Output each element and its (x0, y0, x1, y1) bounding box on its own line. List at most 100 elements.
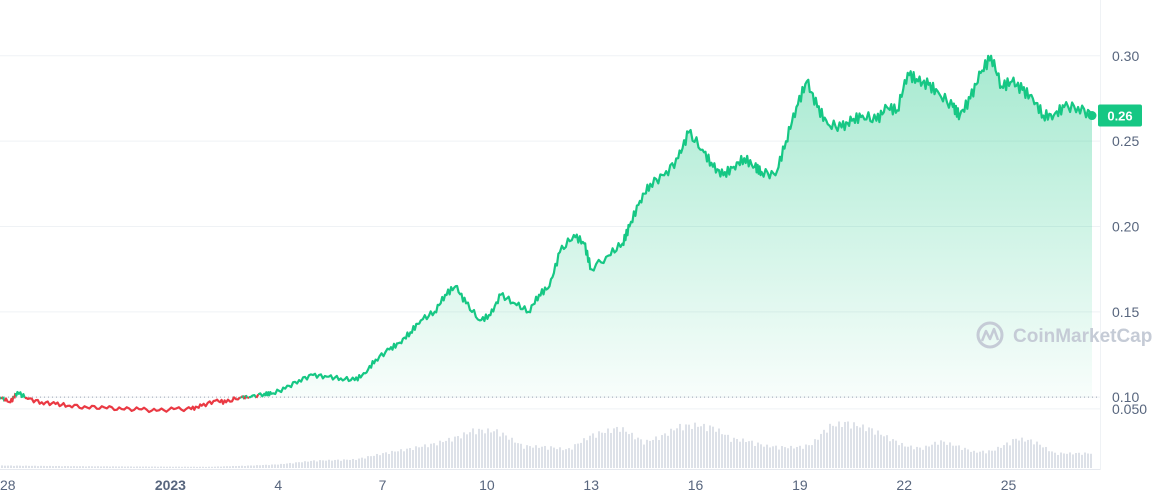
volume-bar (892, 439, 894, 468)
current-price-label: 0.26 (1107, 109, 1132, 124)
volume-bar (151, 466, 153, 468)
volume-bar (559, 447, 561, 468)
volume-bar (610, 432, 612, 468)
x-tick-label: 7 (379, 477, 387, 493)
volume-bar (454, 436, 456, 468)
volume-bar (292, 463, 294, 468)
volume-bar (574, 444, 576, 468)
volume-bar (196, 466, 198, 468)
volume-bar (133, 466, 135, 468)
volume-bar (958, 445, 960, 468)
y-tick-label: 0.25 (1112, 133, 1139, 149)
volume-bar (169, 466, 171, 468)
volume-bar (334, 459, 336, 468)
volume-bar (571, 449, 573, 468)
volume-bar (127, 466, 129, 468)
volume-bar (973, 450, 975, 468)
volume-bar (715, 431, 717, 468)
volume-bar (205, 466, 207, 468)
volume-bar (10, 465, 12, 468)
volume-bar (76, 466, 78, 468)
volume-bar (778, 449, 780, 468)
volume-bar (67, 466, 69, 468)
volume-bar (988, 450, 990, 468)
volume-bar (949, 442, 951, 468)
volume-bar (148, 466, 150, 468)
volume-bar (424, 444, 426, 468)
volume-bar (1078, 452, 1080, 468)
volume-bar (607, 428, 609, 468)
volume-bar (211, 466, 213, 468)
price-line (0, 54, 1097, 414)
volume-bar (622, 427, 624, 468)
volume-bar (811, 445, 813, 468)
volume-bar (586, 440, 588, 468)
price-area-fill (0, 55, 1092, 398)
volume-bar (1090, 453, 1092, 468)
volume-bar (139, 466, 141, 468)
volume-bar (238, 465, 240, 468)
volume-bar (979, 451, 981, 468)
volume-bar (295, 462, 297, 468)
volume-bar (283, 464, 285, 468)
volume-bar (880, 434, 882, 468)
volume-bar (4, 465, 6, 468)
volume-bar (925, 445, 927, 468)
volume-bar (670, 428, 672, 468)
volume-bar (751, 440, 753, 468)
price-line-down (3, 395, 15, 404)
volume-bar (1018, 440, 1020, 468)
volume-bar (796, 446, 798, 468)
volume-bar (526, 445, 528, 468)
volume-bar (853, 422, 855, 468)
volume-bar (37, 466, 39, 468)
volume-bar (895, 440, 897, 468)
volume-bar (109, 466, 111, 468)
volume-bar (415, 446, 417, 468)
volume-bar (277, 464, 279, 468)
volume-bar (697, 426, 699, 468)
volume-bar (97, 466, 99, 468)
volume-bar (244, 465, 246, 468)
volume-bar (724, 434, 726, 468)
volume-bar (952, 445, 954, 468)
volume-bar (232, 465, 234, 468)
volume-bar (583, 438, 585, 468)
volume-bar (520, 443, 522, 468)
x-tick-label: 10 (479, 477, 495, 493)
volume-bar (784, 447, 786, 468)
volume-bar (541, 446, 543, 468)
volume-bar (286, 463, 288, 468)
volume-bar (577, 443, 579, 468)
volume-bar (913, 449, 915, 468)
volume-bar (1060, 452, 1062, 468)
volume-bar (325, 460, 327, 468)
volume-bar (739, 441, 741, 468)
volume-bar (118, 466, 120, 468)
volume-bar (259, 465, 261, 468)
volume-bar (595, 437, 597, 468)
volume-bar (826, 432, 828, 468)
volume-bar (802, 448, 804, 468)
volume-bar (499, 436, 501, 468)
volume-bar (433, 443, 435, 468)
volume-bar (373, 455, 375, 468)
volume-bar (769, 447, 771, 468)
volume-bar (562, 450, 564, 468)
volume-bar (1066, 453, 1068, 468)
volume-bar (916, 446, 918, 468)
volume-bar (181, 466, 183, 468)
volume-bar (742, 438, 744, 468)
volume-bar (940, 440, 942, 468)
volume-bar (805, 444, 807, 468)
y-tick-label: 0.20 (1112, 218, 1139, 234)
volume-bar (502, 432, 504, 468)
volume-bar (652, 439, 654, 468)
y-tick-label: 0.15 (1112, 304, 1139, 320)
volume-bar (475, 434, 477, 468)
volume-bar (592, 433, 594, 468)
volume-bar (838, 421, 840, 468)
price-line-up (257, 54, 1093, 398)
volume-bar (664, 433, 666, 468)
